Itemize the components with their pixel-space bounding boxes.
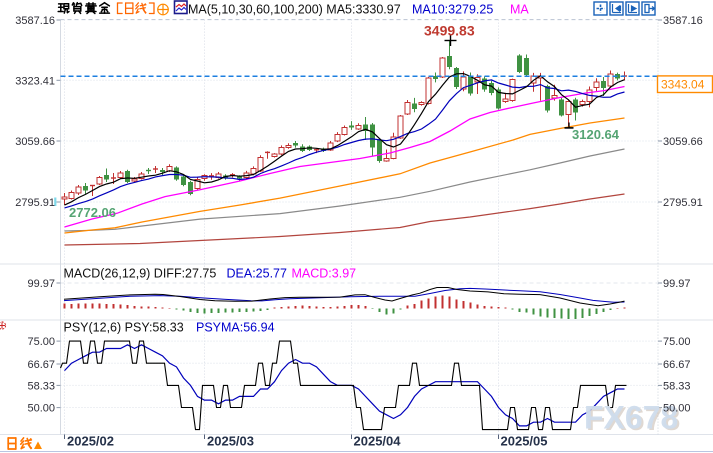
svg-text:99.97: 99.97 xyxy=(27,278,55,290)
svg-text:66.67: 66.67 xyxy=(27,359,55,371)
svg-text:3120.64: 3120.64 xyxy=(572,127,620,142)
svg-text:75.00: 75.00 xyxy=(27,336,55,348)
svg-text:MA(5,10,30,60,100,200) MA5:333: MA(5,10,30,60,100,200) MA5:3330.97 xyxy=(188,3,401,17)
svg-text:99.97: 99.97 xyxy=(663,278,691,290)
svg-text:66.67: 66.67 xyxy=(663,359,691,371)
svg-text:2795.91: 2795.91 xyxy=(663,197,703,209)
svg-text:PSYMA:56.94: PSYMA:56.94 xyxy=(196,321,275,335)
svg-text:2025/03: 2025/03 xyxy=(207,434,254,449)
svg-text:MACD:3.97: MACD:3.97 xyxy=(292,267,357,281)
svg-text:MACD(26,12,9) DIFF:27.75: MACD(26,12,9) DIFF:27.75 xyxy=(64,267,217,281)
svg-text:75.00: 75.00 xyxy=(663,336,691,348)
svg-text:58.33: 58.33 xyxy=(27,380,55,392)
svg-text:50.00: 50.00 xyxy=(663,403,691,415)
svg-text:2772.06: 2772.06 xyxy=(69,205,116,220)
svg-text:3059.66: 3059.66 xyxy=(15,136,55,148)
svg-text:3323.41: 3323.41 xyxy=(15,75,55,87)
svg-text:3587.16: 3587.16 xyxy=(663,15,703,27)
svg-text:MA10:3279.25: MA10:3279.25 xyxy=(412,3,493,17)
svg-text:58.33: 58.33 xyxy=(663,380,691,392)
svg-text:50.00: 50.00 xyxy=(27,403,55,415)
svg-text:3587.16: 3587.16 xyxy=(15,15,55,27)
svg-text:FX678: FX678 xyxy=(584,400,678,436)
svg-text:3343.04: 3343.04 xyxy=(661,78,705,92)
svg-text:3059.66: 3059.66 xyxy=(663,136,703,148)
svg-text:FX678: FX678 xyxy=(586,401,680,437)
svg-text:DEA:25.77: DEA:25.77 xyxy=(227,267,288,281)
svg-text:2025/02: 2025/02 xyxy=(67,434,114,449)
svg-text:PSY(12,6) PSY:58.33: PSY(12,6) PSY:58.33 xyxy=(64,321,184,335)
svg-text:2025/05: 2025/05 xyxy=(501,434,548,449)
svg-text:MA: MA xyxy=(510,3,529,17)
svg-text:2025/04: 2025/04 xyxy=(354,434,402,449)
svg-text:2795.91: 2795.91 xyxy=(15,197,55,209)
svg-text:3499.83: 3499.83 xyxy=(424,23,475,39)
